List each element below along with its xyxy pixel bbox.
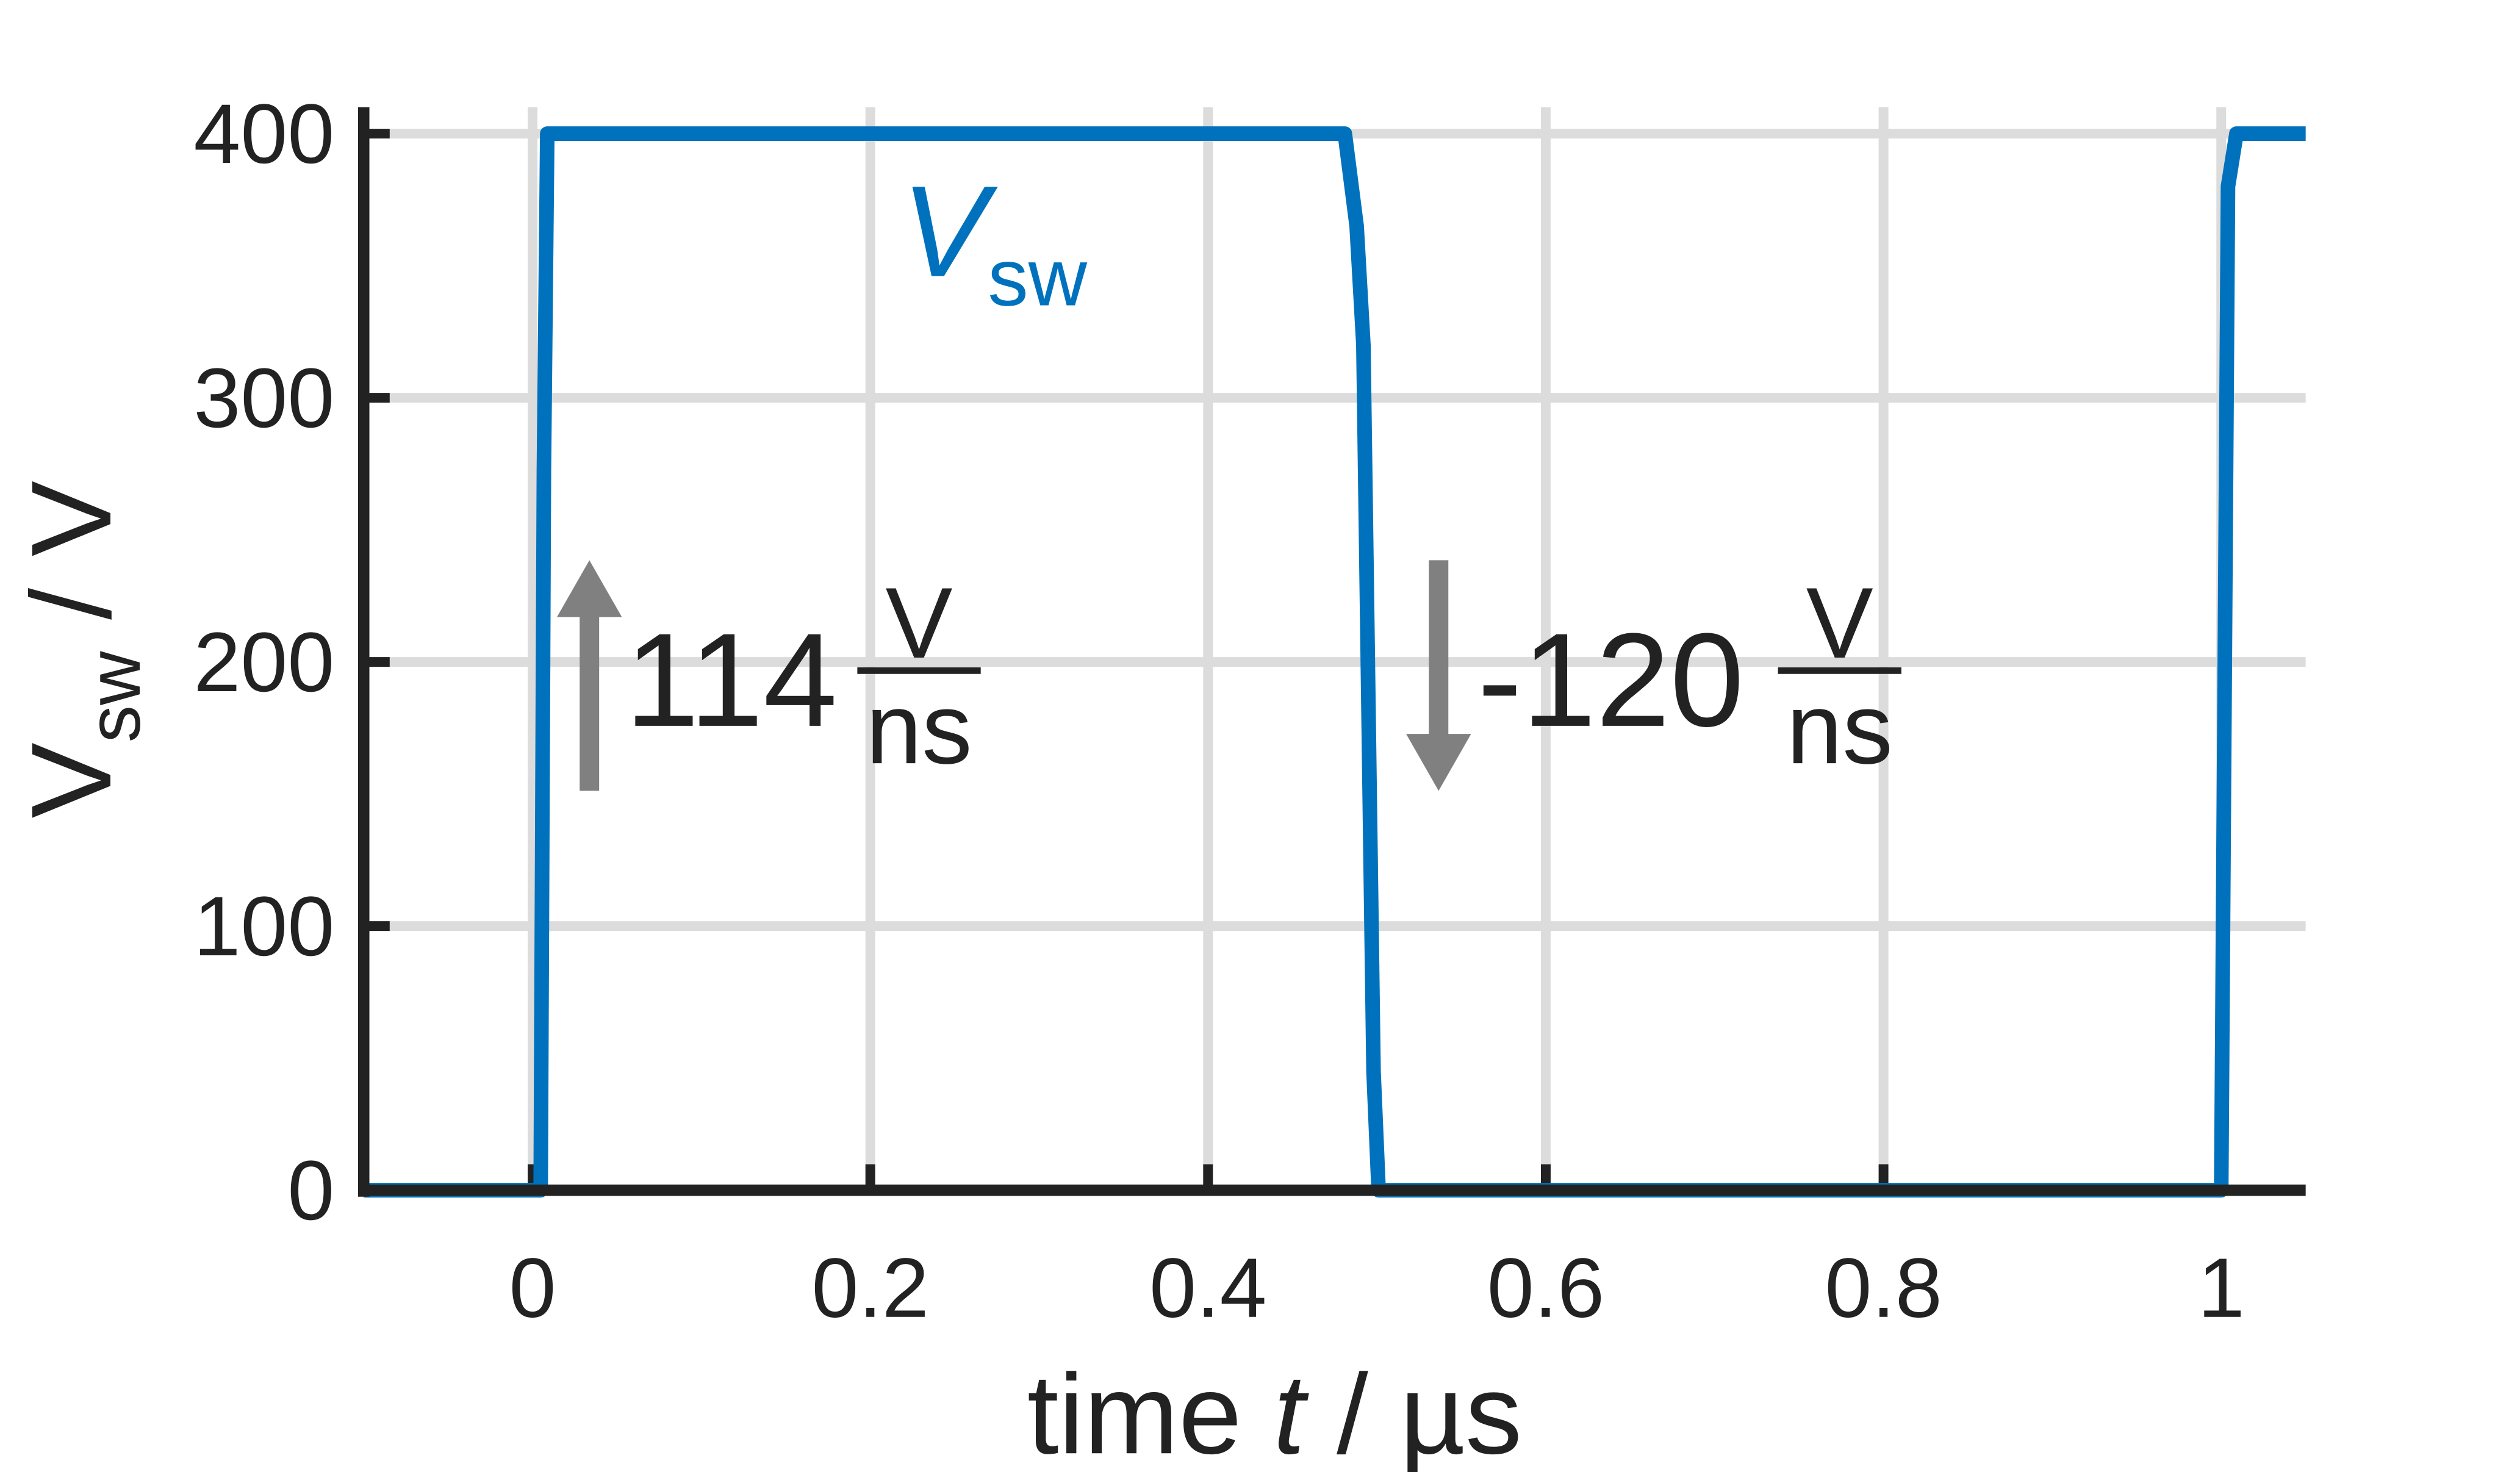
annotation-value: -120 bbox=[1477, 606, 1744, 755]
x-tick-label: 0 bbox=[509, 1241, 556, 1335]
y-tick-label: 200 bbox=[193, 616, 334, 709]
arrow-down-shaft bbox=[1429, 560, 1449, 742]
axes: 0 100 200 300 400 0 0.2 0.4 0.6 0.8 1 bbox=[193, 87, 2244, 1335]
x-label-italic: t bbox=[1274, 1351, 1310, 1472]
x-tick-label: 0.8 bbox=[1825, 1241, 1942, 1335]
annotation-denominator: ns bbox=[866, 672, 972, 784]
annotation-numerator: V bbox=[1806, 567, 1873, 679]
arrows bbox=[556, 560, 1471, 791]
annotation-value: 114 bbox=[625, 606, 838, 755]
series-label-sub: sw bbox=[988, 232, 1088, 323]
y-tick-label: 300 bbox=[193, 351, 334, 445]
labels: time t / µs Vsw / V Vsw 114 V ns -120 V … bbox=[8, 159, 1901, 1472]
x-axis-label: time t / µs bbox=[1027, 1351, 1522, 1472]
y-tick-label: 100 bbox=[193, 880, 334, 974]
arrow-up-shaft bbox=[580, 609, 600, 791]
y-label-sub: sw bbox=[72, 651, 156, 742]
x-tick-label: 1 bbox=[2198, 1241, 2245, 1335]
x-tick-label: 0.2 bbox=[811, 1241, 928, 1335]
arrow-up-head bbox=[556, 560, 622, 617]
x-tick-label: 0.4 bbox=[1149, 1241, 1266, 1335]
x-label-text: / µs bbox=[1305, 1351, 1522, 1472]
arrow-down-head bbox=[1406, 734, 1471, 791]
y-tick-label: 0 bbox=[287, 1144, 334, 1238]
x-tick-label: 0.6 bbox=[1487, 1241, 1604, 1335]
line-series bbox=[364, 126, 2306, 1198]
annotation-numerator: V bbox=[885, 567, 952, 679]
x-label-text: time bbox=[1027, 1351, 1274, 1472]
series-label-main: V bbox=[901, 159, 998, 304]
series-label: Vsw bbox=[901, 159, 1088, 323]
y-tick-label: 400 bbox=[193, 87, 334, 181]
y-axis-label: Vsw / V bbox=[8, 481, 156, 818]
annotation-denominator: ns bbox=[1787, 672, 1893, 784]
y-label-main: V bbox=[8, 742, 135, 818]
y-label-text: / V bbox=[8, 481, 135, 652]
